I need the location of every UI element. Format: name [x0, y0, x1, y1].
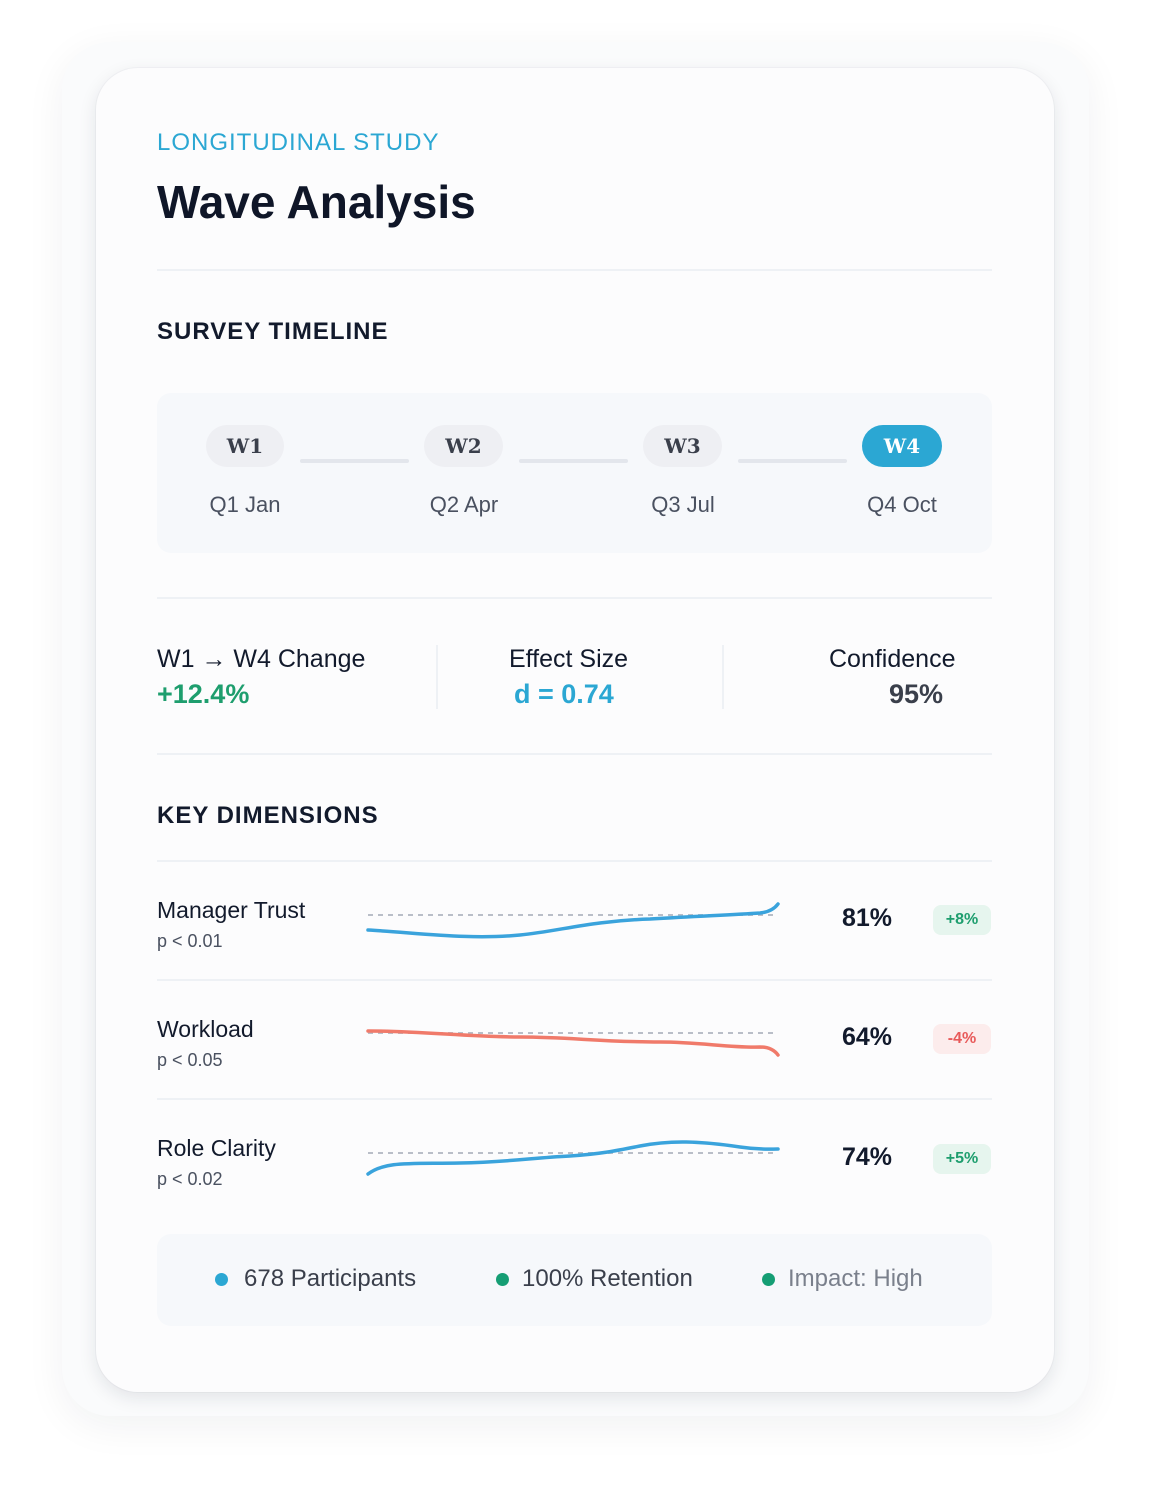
effect-size-value: d = 0.74 — [514, 679, 614, 709]
participants-stat: 678 Participants — [215, 1265, 416, 1293]
dimension-name: Workload — [157, 1016, 254, 1042]
change-label: W1 → W4 Change — [157, 645, 366, 673]
wave-date-w4: Q4 Oct — [867, 492, 937, 517]
divider — [157, 1098, 992, 1100]
confidence-label: Confidence — [829, 645, 956, 673]
dimension-name: Manager Trust — [157, 897, 306, 923]
dimension-percentage: 64% — [842, 1023, 893, 1051]
divider — [157, 753, 992, 755]
dot-icon — [496, 1272, 509, 1286]
delta-badge: -4% — [933, 1024, 991, 1054]
divider — [157, 597, 992, 599]
timeline-connector — [738, 459, 847, 463]
wave-date-w1: Q1 Jan — [209, 492, 281, 517]
timeline-connector — [300, 459, 409, 463]
wave-pill-w1[interactable]: W1 — [206, 425, 284, 467]
summary-footer — [157, 1234, 992, 1326]
dimension-percentage: 74% — [842, 1143, 893, 1171]
impact-label: Impact: High — [788, 1265, 923, 1292]
dimension-name: Role Clarity — [157, 1135, 276, 1161]
page-title: Wave Analysis — [157, 176, 476, 228]
delta-badge: +5% — [933, 1144, 991, 1174]
dimension-p-value: p < 0.01 — [157, 931, 223, 951]
survey-timeline-heading: SURVEY TIMELINE — [157, 318, 389, 345]
sparkline-role-clarity — [366, 1140, 780, 1176]
divider — [157, 979, 992, 981]
participants-label: 678 Participants — [244, 1265, 417, 1292]
divider — [157, 860, 992, 862]
key-dimensions-heading: KEY DIMENSIONS — [157, 802, 379, 829]
sparkline-manager-trust — [366, 902, 780, 939]
dot-icon — [215, 1272, 228, 1286]
wave-pill-w4[interactable]: W4 — [862, 425, 942, 467]
impact-stat: Impact: High — [762, 1265, 923, 1293]
dimension-p-value: p < 0.05 — [157, 1050, 223, 1070]
dimension-percentage: 81% — [842, 904, 893, 932]
dimension-p-value: p < 0.02 — [157, 1169, 223, 1189]
retention-label: 100% Retention — [522, 1265, 693, 1292]
change-value: +12.4% — [157, 679, 250, 709]
retention-stat: 100% Retention — [496, 1265, 693, 1293]
effect-size-label: Effect Size — [509, 645, 629, 673]
eyebrow-label: LONGITUDINAL STUDY — [157, 129, 440, 156]
wave-analysis-card — [96, 68, 1054, 1392]
confidence-value: 95% — [889, 679, 944, 709]
divider — [157, 269, 992, 271]
stat-divider — [436, 645, 438, 709]
survey-timeline — [157, 393, 992, 553]
wave-pill-w2[interactable]: W2 — [424, 425, 503, 467]
wave-date-w2: Q2 Apr — [429, 492, 499, 517]
timeline-connector — [519, 459, 628, 463]
sparkline-workload — [366, 1029, 780, 1057]
stat-divider — [722, 645, 724, 709]
delta-badge: +8% — [933, 905, 991, 935]
wave-date-w3: Q3 Jul — [651, 492, 715, 517]
dot-icon — [762, 1272, 775, 1286]
wave-pill-w3[interactable]: W3 — [643, 425, 722, 467]
